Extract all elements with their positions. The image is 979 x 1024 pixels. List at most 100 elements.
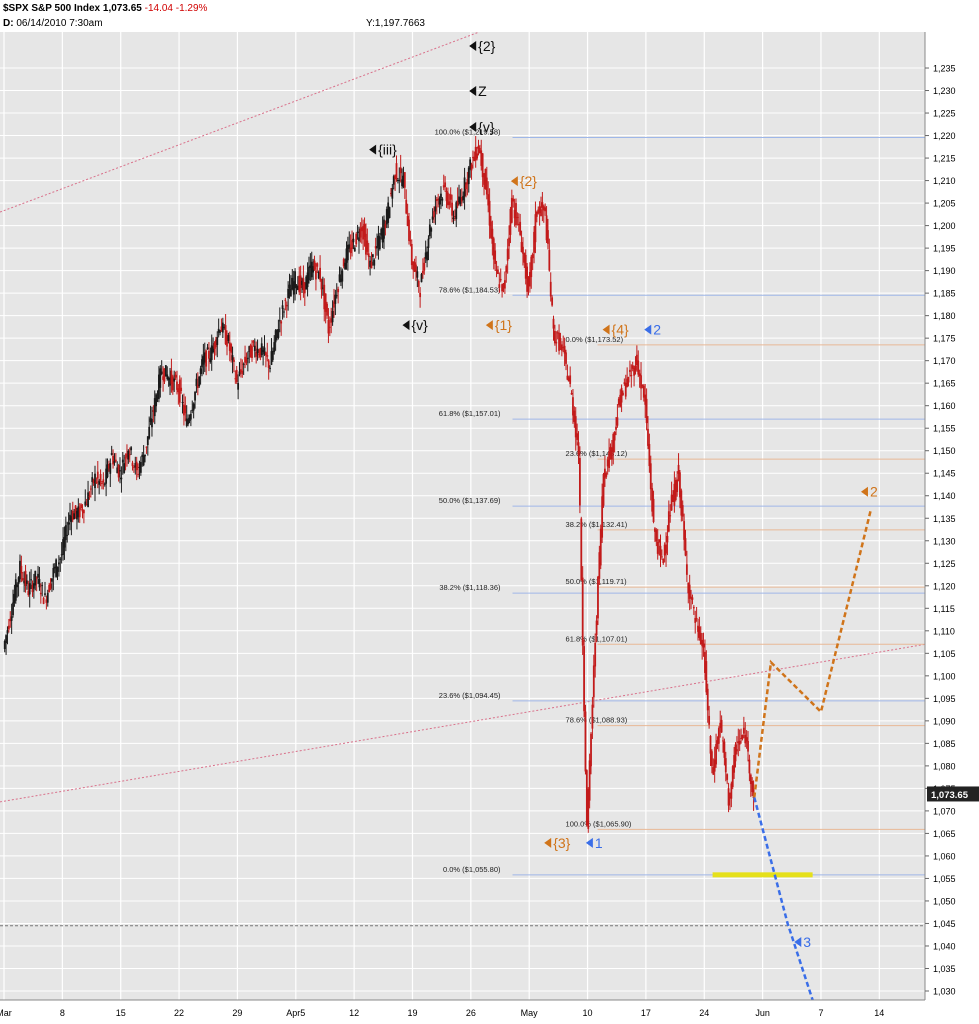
wave-label: {3} xyxy=(553,835,570,851)
candle-body xyxy=(501,284,503,292)
candle-body xyxy=(508,237,510,247)
candle-body xyxy=(160,371,163,375)
candle-body xyxy=(622,392,624,396)
candle-body xyxy=(453,216,456,218)
candle-body xyxy=(576,433,579,440)
candle-body xyxy=(702,643,705,648)
wave-label: {2} xyxy=(478,38,495,54)
candle-body xyxy=(545,215,548,241)
candle-body xyxy=(194,391,196,401)
candle-body xyxy=(196,384,199,389)
y-tick-label: 1,065 xyxy=(933,829,956,839)
x-tick-label: 14 xyxy=(874,1008,884,1018)
candle-body xyxy=(601,496,604,538)
candle-body xyxy=(573,410,576,422)
wave-labels: {2} Z {v} {iii} {v} {2} {1} {4} 2 {3} 1 2 3 xyxy=(369,38,878,950)
candle-body xyxy=(214,339,217,348)
candle-body xyxy=(667,511,670,532)
candle-body xyxy=(633,367,635,376)
candle-body xyxy=(49,583,52,589)
candle-body xyxy=(42,597,45,604)
candle-body xyxy=(460,196,463,202)
candle-body xyxy=(581,577,584,646)
y-tick-label: 1,035 xyxy=(933,964,956,974)
candle-body xyxy=(644,394,647,405)
candle-body xyxy=(713,759,716,772)
y-tick-label: 1,080 xyxy=(933,761,956,771)
candle-body xyxy=(274,330,277,343)
fib2-label: 0.0% ($1,173.52) xyxy=(566,335,624,344)
candle-body xyxy=(688,584,691,599)
candle-body xyxy=(66,534,69,536)
candle-body xyxy=(674,480,677,501)
candle-body xyxy=(591,704,594,729)
candle-body xyxy=(107,463,110,469)
candle-body xyxy=(271,350,274,360)
candle-body xyxy=(680,490,683,516)
candle-body xyxy=(212,346,215,353)
candle-body xyxy=(242,363,245,365)
candle-body xyxy=(476,153,478,159)
projection-blue xyxy=(753,797,814,1001)
wave-marker xyxy=(469,86,477,97)
candle-body xyxy=(266,355,269,357)
price-change: -14.04 xyxy=(144,3,173,14)
y-tick-label: 1,055 xyxy=(933,874,956,884)
candle-body xyxy=(24,570,27,586)
candle-body xyxy=(555,341,558,344)
candle-body xyxy=(142,455,145,466)
y-tick-label: 1,180 xyxy=(933,311,956,321)
fib-retracements: 100.0% ($1,219.58) 78.6% ($1,184.53) 61.8%… xyxy=(435,127,925,878)
candle-body xyxy=(598,552,601,579)
candle-body xyxy=(433,211,435,218)
candle-body xyxy=(403,172,406,188)
y-tick-label: 1,105 xyxy=(933,649,956,659)
candle-body xyxy=(394,175,397,180)
candle-body xyxy=(428,224,431,237)
candle-body xyxy=(101,482,103,485)
candle-body xyxy=(121,459,124,463)
candle-body xyxy=(638,373,641,376)
candle-body xyxy=(751,781,754,793)
candle-body xyxy=(373,259,376,266)
candle-body xyxy=(13,593,16,603)
candle-body xyxy=(710,751,713,766)
header-row-1: $SPX S&P 500 Index 1,073.65 -14.04 -1.29… xyxy=(3,3,207,14)
wave-marker xyxy=(510,176,518,187)
candle-body xyxy=(498,284,501,288)
candle-body xyxy=(556,332,559,334)
candles[interactable] xyxy=(3,135,755,833)
candle-body xyxy=(583,646,585,712)
candle-body xyxy=(171,376,174,391)
candle-body xyxy=(217,328,220,333)
y-tick-label: 1,175 xyxy=(933,334,956,344)
wave-marker xyxy=(585,837,593,848)
candle-body xyxy=(82,510,85,514)
candle-body xyxy=(323,284,326,310)
candle-body xyxy=(730,783,733,799)
candle-body xyxy=(378,236,381,250)
candle-body xyxy=(228,342,231,351)
candle-body xyxy=(219,331,221,333)
candle-body xyxy=(137,473,139,475)
y-tick-label: 1,060 xyxy=(933,851,956,861)
candle-body xyxy=(415,264,417,272)
fib-label: 50.0% ($1,137.69) xyxy=(439,496,501,505)
candle-body xyxy=(259,348,262,358)
candle-body xyxy=(183,404,185,416)
fib-label: 38.2% ($1,118.36) xyxy=(439,583,501,592)
candle-body xyxy=(166,374,169,380)
candle-body xyxy=(38,579,41,588)
candle-body xyxy=(387,202,390,223)
candle-body xyxy=(270,351,273,365)
candle-body xyxy=(126,453,128,458)
candle-body xyxy=(77,506,80,518)
candle-body xyxy=(9,618,12,622)
wave-marker xyxy=(794,936,802,947)
candle-body xyxy=(553,330,556,344)
candle-body xyxy=(424,252,427,259)
candle-body xyxy=(516,216,519,218)
candle-body xyxy=(477,145,480,149)
candle-body xyxy=(579,457,581,506)
